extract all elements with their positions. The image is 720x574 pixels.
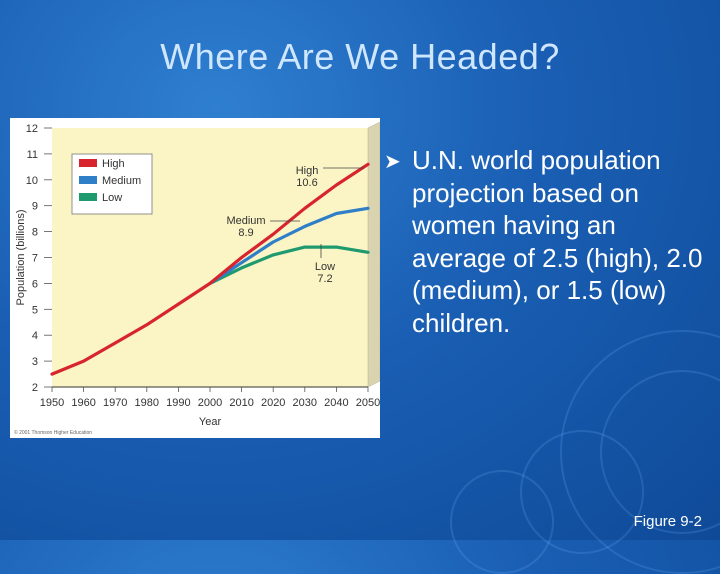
legend-swatch-low xyxy=(79,193,97,201)
y-tick-label: 8 xyxy=(32,227,38,239)
y-tick-label: 5 xyxy=(32,304,38,316)
x-tick-label: 2040 xyxy=(324,397,348,409)
x-tick-label: 1990 xyxy=(166,397,190,409)
x-tick-label: 2030 xyxy=(293,397,317,409)
chart-copyright: © 2001 Thomson Higher Education xyxy=(14,429,92,436)
slide-title: Where Are We Headed? xyxy=(160,36,560,77)
y-tick-label: 10 xyxy=(26,175,38,187)
y-axis-label: Population (billions) xyxy=(15,210,27,306)
annotation-value-low: 7.2 xyxy=(317,273,332,285)
y-tick-label: 12 xyxy=(26,123,38,135)
bullet-text: U.N. world population projection based o… xyxy=(412,145,703,338)
legend-swatch-high xyxy=(79,159,97,167)
y-tick-label: 7 xyxy=(32,253,38,265)
x-tick-label: 2000 xyxy=(198,397,222,409)
legend-swatch-medium xyxy=(79,176,97,184)
annotation-label-high: High xyxy=(296,165,319,177)
series-line-medium xyxy=(208,206,370,285)
x-tick-label: 2020 xyxy=(261,397,285,409)
x-tick-label: 1970 xyxy=(103,397,127,409)
y-tick-label: 4 xyxy=(32,330,38,342)
x-tick-label: 1980 xyxy=(135,397,159,409)
plot-side-edge xyxy=(367,121,380,388)
chart-svg: 2 3 4 5 6 7 8 9 10 11 12 1950 1960 1970 1980 1990 2000 20… xyxy=(14,121,380,436)
y-tick-label: 2 xyxy=(32,382,38,394)
y-tick-label: 11 xyxy=(27,149,38,161)
x-tick-label: 2010 xyxy=(229,397,253,409)
legend-label-low: Low xyxy=(102,192,122,204)
annotation-label-low: Low xyxy=(315,261,335,273)
x-tick-label: 1960 xyxy=(71,397,95,409)
figure-label: Figure 9-2 xyxy=(633,513,702,530)
x-axis-label: Year xyxy=(199,416,222,428)
x-tick-label: 2050 xyxy=(356,397,380,409)
annotation-value-high: 10.6 xyxy=(296,177,317,189)
annotation-label-medium: Medium xyxy=(226,215,265,227)
y-tick-label: 9 xyxy=(32,201,38,213)
y-tick-label: 3 xyxy=(32,356,38,368)
population-chart: 2 3 4 5 6 7 8 9 10 11 12 1950 1960 1970 1980 1990 2000 20… xyxy=(10,118,380,438)
bullet-arrow-icon: ➤ xyxy=(384,151,401,173)
bullet-list: ➤ U.N. world population projection based… xyxy=(384,144,716,339)
x-tick-label: 1950 xyxy=(40,397,64,409)
series-line-low xyxy=(208,245,370,285)
legend-label-high: High xyxy=(102,158,125,170)
y-tick-label: 6 xyxy=(32,278,38,290)
annotation-value-medium: 8.9 xyxy=(238,227,253,239)
series-line-high xyxy=(50,162,370,376)
legend-label-medium: Medium xyxy=(102,175,141,187)
